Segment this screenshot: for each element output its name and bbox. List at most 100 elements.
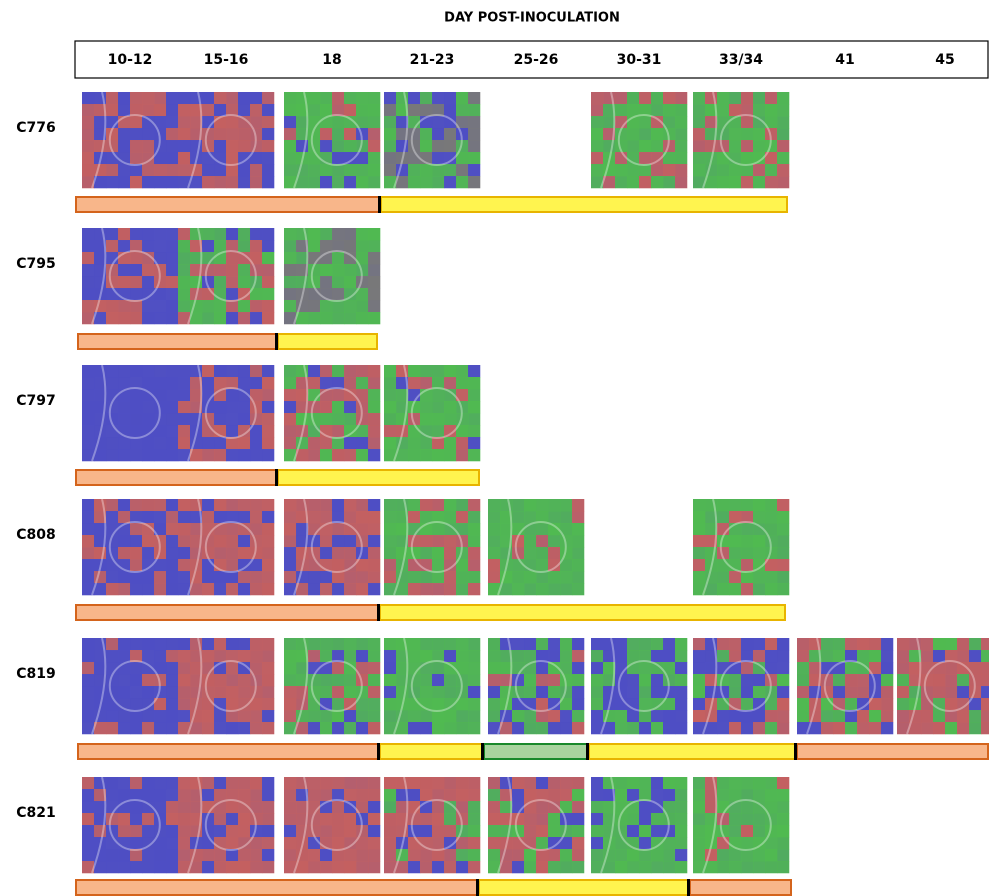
scan-cell <box>560 583 573 596</box>
scan-cell <box>765 499 778 512</box>
scan-image <box>488 498 585 596</box>
scan-cell <box>456 571 469 584</box>
scan-cell <box>190 413 203 426</box>
scan-cell <box>420 401 433 414</box>
scan-cell <box>765 559 778 572</box>
scan-cell <box>777 662 790 675</box>
column-header: 10-12 <box>108 52 153 68</box>
scan-cell <box>118 312 131 325</box>
scan-cell <box>250 571 263 584</box>
scan-cell <box>444 449 457 462</box>
scan-cell <box>166 240 179 253</box>
scan-cell <box>178 164 191 177</box>
scan-cell <box>651 152 664 165</box>
scan-cell <box>368 559 381 572</box>
scan-cell <box>897 710 910 723</box>
scan-cell <box>166 365 179 378</box>
scan-cell <box>897 686 910 699</box>
scan-cell <box>651 92 664 105</box>
scan-cell <box>320 674 333 687</box>
scan-cell <box>142 861 155 874</box>
scan-image <box>693 91 790 189</box>
scan-cell <box>456 499 469 512</box>
scan-cell <box>408 425 421 438</box>
scan-cell <box>226 288 239 301</box>
scan-cell <box>675 176 688 189</box>
scan-cell <box>384 686 397 699</box>
scan-cell <box>202 104 215 117</box>
scan-cell <box>717 686 730 699</box>
scan-cell <box>214 377 227 390</box>
scan-cell <box>344 559 357 572</box>
scan-cell <box>663 801 676 814</box>
scan-cell <box>705 499 718 512</box>
scan-cell <box>190 662 203 675</box>
scan-cell <box>106 413 119 426</box>
scan-cell <box>178 789 191 802</box>
scan-cell <box>106 583 119 596</box>
scan-cell <box>320 650 333 663</box>
scan-cell <box>729 511 742 524</box>
scan-cell <box>214 789 227 802</box>
scan-cell <box>332 252 345 265</box>
scan-cell <box>154 228 167 241</box>
scan-cell <box>166 686 179 699</box>
scan-cell <box>981 722 989 735</box>
scan-cell <box>572 571 585 584</box>
scan-cell <box>106 425 119 438</box>
scan-cell <box>106 825 119 838</box>
scan-cell <box>857 710 870 723</box>
scan-cell <box>226 425 239 438</box>
scan-cell <box>729 547 742 560</box>
scan-cell <box>921 638 934 651</box>
scan-cell <box>154 425 167 438</box>
scan-cell <box>368 276 381 289</box>
scan-cell <box>969 638 982 651</box>
scan-cell <box>651 638 664 651</box>
scan-cell <box>130 801 143 814</box>
scan-cell <box>753 176 766 189</box>
scan-cell <box>320 825 333 838</box>
scan-cell <box>308 801 321 814</box>
scan-cell <box>250 264 263 277</box>
scan-cell <box>615 825 628 838</box>
scan-image <box>82 91 179 189</box>
scan-cell <box>82 861 95 874</box>
row-label: C808 <box>16 527 56 543</box>
scan-cell <box>777 849 790 862</box>
scan-cell <box>432 425 445 438</box>
scan-cell <box>881 686 894 699</box>
scan-cell <box>675 674 688 687</box>
scan-cell <box>308 413 321 426</box>
scan-cell <box>729 861 742 874</box>
scan-cell <box>118 722 131 735</box>
scan-cell <box>809 698 822 711</box>
scan-cell <box>178 638 191 651</box>
scan-cell <box>262 365 275 378</box>
scan-cell <box>432 523 445 536</box>
scan-cell <box>82 801 95 814</box>
scan-cell <box>675 638 688 651</box>
scan-cell <box>615 650 628 663</box>
scan-cell <box>396 140 409 153</box>
scan-cell <box>705 176 718 189</box>
scan-cell <box>536 686 549 699</box>
scan-cell <box>226 710 239 723</box>
scan-cell <box>456 710 469 723</box>
scan-cell <box>368 401 381 414</box>
scan-cell <box>639 674 652 687</box>
scan-cell <box>296 276 309 289</box>
scan-cell <box>296 777 309 790</box>
scan-cell <box>238 389 251 402</box>
scan-cell <box>106 228 119 241</box>
scan-cell <box>82 449 95 462</box>
scan-cell <box>214 535 227 548</box>
scan-cell <box>94 176 107 189</box>
scan-cell <box>536 499 549 512</box>
scan-cell <box>296 300 309 313</box>
scan-cell <box>202 276 215 289</box>
scan-texture <box>293 364 363 462</box>
scan-cell <box>284 837 297 850</box>
scan-cell <box>178 152 191 165</box>
scan-cell <box>118 152 131 165</box>
